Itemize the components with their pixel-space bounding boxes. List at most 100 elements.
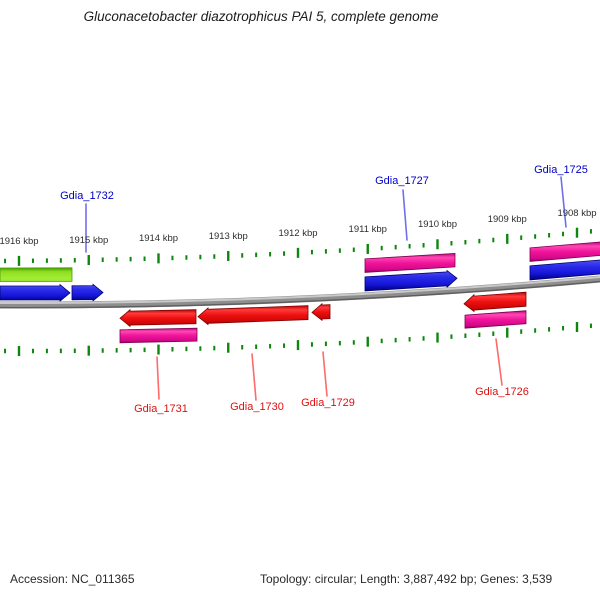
ruler-tick [338, 248, 341, 253]
ruler-tick [575, 227, 579, 238]
gene-label-gdia-1730[interactable]: Gdia_1730 [230, 401, 284, 413]
ruler-tick [45, 348, 48, 354]
ruler-tick [408, 243, 411, 249]
gene-label-gdia-1727[interactable]: Gdia_1727 [375, 175, 429, 187]
gene-arrow-Gdia_1729[interactable] [311, 302, 331, 322]
ruler-tick [283, 343, 286, 348]
gene-arrow-Gdia_1725[interactable] [529, 259, 600, 281]
gene-arrow-Gdia_1725-outer[interactable] [529, 241, 600, 262]
ruler-tick [101, 348, 104, 353]
ruler-tick [366, 243, 369, 254]
ruler-tick [157, 253, 160, 264]
ruler-label: 1909 kbp [487, 213, 527, 225]
ruler-label: 1914 kbp [138, 233, 179, 245]
gene-label-gdia-1729[interactable]: Gdia_1729 [301, 397, 355, 409]
ruler-tick [199, 346, 202, 351]
gene-label-gdia-1731[interactable]: Gdia_1731 [134, 403, 188, 415]
gene-arrow-Gdia_1732[interactable] [71, 283, 104, 302]
ruler-tick [4, 348, 7, 354]
gene-arrow-cds-blue-unlabeled[interactable] [0, 283, 71, 303]
ruler-tick [450, 241, 453, 246]
ruler-tick [31, 258, 34, 264]
ruler-tick [59, 348, 62, 354]
ruler-tick [575, 322, 579, 333]
ruler-tick [115, 348, 118, 353]
ruler-tick [478, 332, 481, 337]
ruler-tick [4, 258, 7, 264]
ruler-tick [506, 233, 509, 244]
gene-arrow-Gdia_1730[interactable] [197, 305, 309, 326]
ruler-tick [17, 255, 21, 266]
gene-arrow-Gdia_1726-outer[interactable] [464, 310, 527, 329]
ruler-tick [338, 340, 341, 346]
callout-line [402, 189, 408, 241]
ruler-tick [269, 251, 272, 257]
ruler-tick [31, 348, 34, 354]
callout-line [560, 176, 567, 228]
gene-arrow-cds-green-unlabeled[interactable] [0, 267, 73, 282]
callout-line [156, 356, 160, 400]
ruler-tick [492, 331, 495, 336]
ruler-tick [129, 347, 132, 353]
ruler-tick [59, 258, 62, 263]
ruler-tick [143, 256, 146, 262]
genome-backbone-highlight [0, 275, 600, 305]
ruler-tick [562, 231, 565, 237]
ruler-tick [422, 336, 425, 341]
ruler-tick [73, 258, 76, 263]
callout-line [495, 338, 503, 386]
ruler-tick [241, 253, 244, 258]
ruler-tick [171, 347, 174, 352]
genome-backbone [0, 275, 600, 309]
ruler-tick [366, 336, 369, 347]
ruler-tick [185, 346, 188, 352]
ruler-tick [129, 256, 132, 262]
ruler-tick [45, 258, 48, 263]
ruler-label: 1908 kbp [557, 207, 597, 219]
ruler-tick [394, 337, 397, 343]
ruler-tick [310, 342, 313, 347]
ruler-tick [324, 249, 327, 254]
ruler-tick [394, 244, 397, 250]
ruler-tick [408, 337, 411, 342]
ruler-label: 1912 kbp [278, 227, 318, 239]
gene-arrow-Gdia_1726[interactable] [463, 291, 527, 313]
ruler-tick [534, 234, 537, 239]
ruler-tick [213, 345, 216, 351]
ruler-tick [548, 233, 551, 238]
ruler-label: 1910 kbp [417, 219, 458, 231]
ruler-label: 1911 kbp [348, 223, 387, 235]
ruler-tick [380, 245, 383, 251]
ruler-tick [227, 250, 230, 261]
ruler-tick [296, 247, 300, 258]
ruler-tick [199, 254, 202, 260]
gene-label-gdia-1732[interactable]: Gdia_1732 [60, 190, 114, 202]
gene-arrow-Gdia_1727[interactable] [364, 269, 458, 292]
ruler-tick [101, 257, 104, 262]
ruler-tick [296, 340, 300, 351]
gene-label-gdia-1726[interactable]: Gdia_1726 [475, 386, 529, 398]
figure-title: Gluconacetobacter diazotrophicus PAI 5, … [83, 9, 439, 24]
ruler-tick [157, 344, 160, 355]
ruler-tick [520, 329, 523, 334]
ruler-tick [115, 257, 118, 262]
ruler-tick [506, 327, 509, 338]
gene-label-gdia-1725[interactable]: Gdia_1725 [534, 164, 588, 176]
ruler-tick [241, 344, 244, 350]
ruler-tick [450, 334, 453, 339]
callout-line [251, 353, 257, 401]
ruler-tick [352, 340, 355, 345]
ruler-tick [255, 344, 258, 349]
gene-arrow-Gdia_1727-outer[interactable] [364, 252, 456, 273]
genome-stats-text: Topology: circular; Length: 3,887,492 bp… [260, 572, 553, 586]
ruler-tick [589, 229, 592, 234]
ruler-tick [269, 343, 272, 349]
genome-backbone-shadow [0, 280, 600, 309]
ruler-tick [478, 238, 481, 244]
ruler-tick [143, 347, 146, 353]
callout-line [322, 351, 328, 397]
gene-arrow-Gdia_1731[interactable] [119, 308, 197, 328]
ruler-tick [255, 252, 258, 258]
gene-arrow-Gdia_1731-outer[interactable] [119, 327, 198, 344]
